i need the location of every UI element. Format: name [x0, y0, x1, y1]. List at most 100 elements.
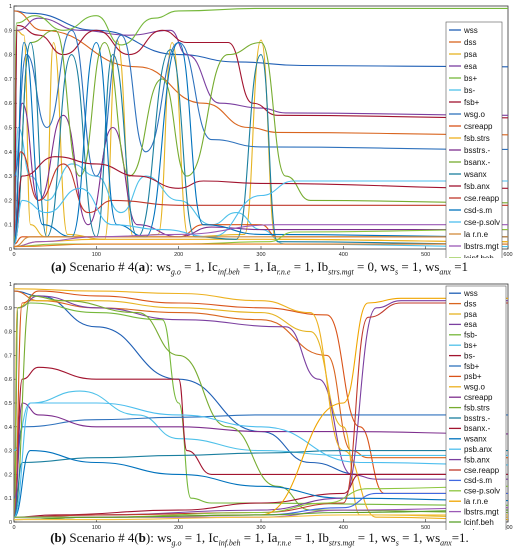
- x-tick-label: 600: [503, 525, 512, 530]
- series-line-bs-: [14, 126, 508, 248]
- series-line-cse.reapp: [14, 151, 508, 245]
- legend-label: lcinf.beh: [464, 254, 494, 258]
- series-line-bs+: [14, 390, 508, 456]
- series-line-bsanx.-: [14, 473, 508, 518]
- x-tick-label: 100: [92, 252, 101, 258]
- y-tick-label: 0.3: [4, 174, 12, 180]
- x-tick-label: 200: [174, 252, 183, 258]
- y-tick-label: 0.8: [4, 53, 12, 59]
- series-line-fsb+: [14, 24, 508, 238]
- legend-label: lbstrs.mgt: [464, 507, 499, 516]
- series-line-cse.reapp: [14, 302, 508, 518]
- legend-label: wss: [463, 26, 478, 35]
- x-tick-label: 400: [339, 525, 348, 530]
- legend-label: psb.anx: [464, 445, 492, 454]
- series-line-wsanx: [14, 450, 508, 518]
- legend-label: bsstrs.-: [464, 414, 491, 423]
- legend-label: psa: [464, 310, 477, 319]
- legend-label: fsb+: [464, 362, 480, 371]
- legend-label: psb-: [464, 528, 480, 530]
- legend-box: [445, 21, 503, 258]
- y-tick-label: 0.9: [4, 306, 12, 312]
- y-tick-label: 0.2: [4, 472, 12, 478]
- legend-label: cse.reapp: [464, 466, 500, 475]
- y-tick-label: 1: [9, 4, 12, 10]
- x-tick-label: 400: [339, 252, 348, 258]
- series-line-bs+: [14, 7, 508, 245]
- legend-label: csd-s.m: [464, 206, 492, 215]
- chart-b: 0 0.1 0.2 0.3 0.4 0.5 0.6 0.7 0.8 0.9 1 0 100 200 300 4…: [4, 282, 513, 530]
- caption-b: (b) Scenario # 4(b): wsg.o = 1, Icinf.be…: [50, 530, 469, 548]
- legend: wss dss psa esa bs+ bs-fsb+ wsg.o csreapp fsb.st…: [445, 21, 503, 258]
- y-tick-label: 0.3: [4, 449, 12, 455]
- y-tick-label: 0: [9, 247, 12, 253]
- caption-b-label: (b): [50, 530, 67, 545]
- legend-label: la r.n.e: [464, 230, 489, 239]
- x-tick-label: 600: [503, 252, 512, 258]
- legend-label: dss: [464, 38, 476, 47]
- legend-label: csreapp: [464, 122, 493, 131]
- y-tick-label: 0.6: [4, 101, 12, 107]
- series-line-dss: [14, 10, 508, 136]
- legend-label: bs-: [464, 86, 475, 95]
- series-group: [14, 7, 508, 248]
- x-tick-label: 300: [256, 252, 265, 258]
- series-line-wsg.o: [14, 29, 508, 177]
- x-tick-label: 0: [12, 525, 15, 530]
- legend-label: wsg.o: [463, 383, 485, 392]
- y-tick-label: 0.2: [4, 198, 12, 204]
- series-line-lbstrs.mgt: [14, 224, 508, 248]
- legend-label: lcinf.beh: [464, 518, 494, 527]
- series-line-dss: [14, 290, 508, 459]
- legend-label: bs-: [464, 351, 475, 360]
- plot-area: [13, 5, 509, 250]
- series-line-la r.n.e: [14, 236, 508, 248]
- legend-label: bs+: [464, 74, 477, 83]
- legend-label: la r.n.e: [464, 497, 489, 506]
- legend-label: fsb.strs: [464, 403, 490, 412]
- series-line-fsb-: [14, 243, 508, 248]
- legend-label: fsb.anx: [464, 182, 490, 191]
- y-tick-label: 1: [9, 282, 12, 288]
- y-tick-label: 0: [9, 520, 12, 526]
- x-tick-label: 200: [174, 525, 183, 530]
- legend-label: wsanx: [463, 435, 487, 444]
- legend-label: esa: [464, 62, 477, 71]
- y-tick-label: 0.8: [4, 330, 12, 336]
- x-tick-label: 500: [421, 252, 430, 258]
- series-line-bsstrs.-: [14, 450, 508, 518]
- chart-a: 0 0.1 0.2 0.3 0.4 0.5 0.6 0.7 0.8 0.9 1 0 100 200 300 4…: [4, 4, 513, 258]
- y-tick-label: 0.1: [4, 223, 12, 229]
- y-tick-label: 0.9: [4, 28, 12, 34]
- y-tick-label: 0.4: [4, 150, 12, 156]
- legend-label: esa: [464, 320, 477, 329]
- y-tick-label: 0.5: [4, 126, 12, 132]
- legend-label: wsanx: [463, 170, 487, 179]
- legend-label: bsanx.-: [464, 158, 491, 167]
- legend-label: fsb+: [464, 98, 480, 107]
- series-line-psa: [14, 29, 508, 245]
- series-line-bsanx.-: [14, 29, 508, 245]
- legend-label: wss: [463, 289, 478, 298]
- legend-label: psa: [464, 50, 477, 59]
- caption-a: (a) Scenario # 4(a): wsg.o = 1, Icinf.be…: [50, 259, 469, 277]
- y-tick-label: 0.7: [4, 353, 12, 359]
- series-line-csd-s.m: [14, 41, 508, 245]
- legend-label: fsb.strs: [464, 134, 490, 143]
- x-tick-label: 0: [12, 252, 15, 258]
- series-line-bs-: [14, 366, 508, 518]
- series-group: [14, 288, 508, 521]
- legend-label: bsstrs.-: [464, 146, 491, 155]
- legend-label: wsg.o: [463, 110, 485, 119]
- legend-label: cse-p.solv: [464, 218, 500, 227]
- series-line-lcinf.beh: [14, 509, 508, 521]
- legend-label: cse.reapp: [464, 194, 500, 203]
- x-tick-label: 300: [256, 525, 265, 530]
- series-line-cse-p.solv: [14, 180, 508, 245]
- y-tick-label: 0.5: [4, 401, 12, 407]
- legend-label: cse-p.solv: [464, 487, 500, 496]
- series-line-psb.anx: [14, 402, 508, 518]
- series-line-wsg.o: [14, 288, 508, 521]
- y-tick-label: 0.6: [4, 377, 12, 383]
